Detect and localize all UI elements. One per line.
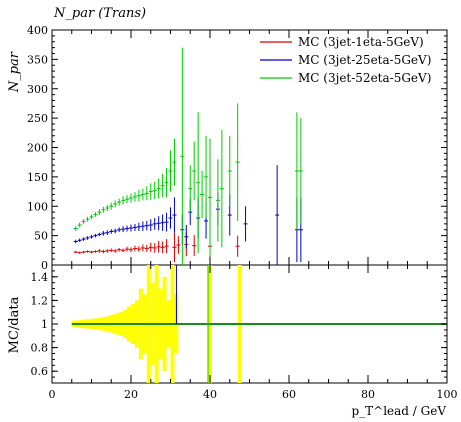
legend-label: MC (3jet-52eta-5GeV) [298, 71, 431, 85]
y-tick-label: 350 [27, 53, 48, 66]
x-tick-label: 60 [282, 388, 296, 401]
y-tick-label: 150 [27, 171, 48, 184]
y-tick-label: 400 [27, 24, 48, 37]
y-tick-label: 50 [34, 230, 48, 243]
x-tick-label: 100 [437, 388, 458, 401]
y-tick-label: 200 [27, 142, 48, 155]
ratio-y-tick-label: 1.4 [31, 271, 49, 284]
legend: MC (3jet-1eta-5GeV) MC (3jet-25eta-5GeV) M… [260, 35, 431, 85]
main-plot-layer: 0 50 100 150 200 250 300 350 400 [27, 24, 448, 272]
legend-label: MC (3jet-25eta-5GeV) [298, 53, 431, 67]
x-axis-label: p_T^lead / GeV [351, 404, 446, 418]
ratio-y-tick-label: 0.8 [31, 342, 49, 355]
ratio-y-tick-label: 1.2 [31, 294, 49, 307]
y-tick-label: 250 [27, 112, 48, 125]
y-tick-label: 0 [41, 259, 48, 272]
ratio-y-tick-label: 1 [41, 318, 48, 331]
x-tick-label: 0 [49, 388, 56, 401]
main-y-axis-label: N_par [7, 51, 22, 93]
y-tick-label: 100 [27, 200, 48, 213]
x-tick-label: 20 [124, 388, 138, 401]
chart-title: N_par (Trans) [53, 6, 146, 21]
x-tick-label: 40 [203, 388, 217, 401]
y-tick-label: 300 [27, 83, 48, 96]
x-tick-label: 80 [361, 388, 375, 401]
legend-label: MC (3jet-1eta-5GeV) [298, 35, 424, 49]
ratio-y-axis-label: MC/data [7, 296, 22, 353]
ratio-y-tick-label: 0.6 [31, 365, 49, 378]
ratio-plot-layer: 0.6 0.8 1 1.2 1.4 0 20 40 60 80 100 [31, 265, 458, 401]
